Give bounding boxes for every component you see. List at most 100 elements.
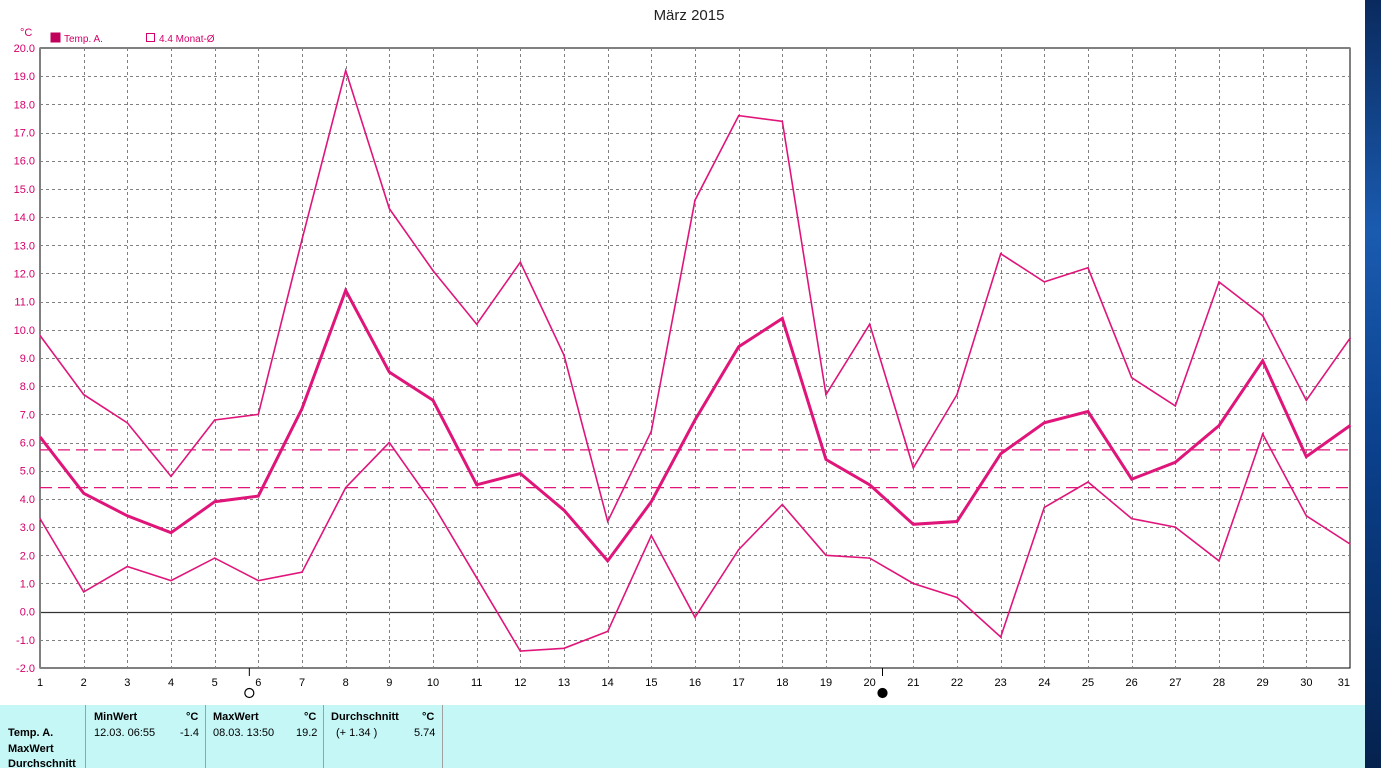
full-moon-icon — [244, 687, 255, 699]
y-tick-label: 9.0 — [20, 353, 35, 365]
y-tick-label: 13.0 — [14, 240, 35, 252]
data-point — [825, 393, 827, 396]
x-tick-label: 28 — [1213, 677, 1225, 689]
x-tick-label: 11 — [471, 677, 482, 689]
x-tick-label: 26 — [1126, 677, 1138, 689]
legend-swatch-temp — [50, 32, 61, 43]
avg-header: Durchschnitt — [331, 711, 399, 723]
data-point — [213, 557, 216, 559]
y-tick-label: 18.0 — [14, 99, 35, 111]
data-point — [126, 515, 129, 517]
data-point — [432, 399, 434, 402]
data-point — [388, 207, 391, 210]
data-point — [1174, 461, 1177, 464]
x-tick-label: 1 — [37, 677, 43, 689]
data-point — [257, 413, 260, 416]
min-datetime: 12.03. 06:55 — [94, 727, 156, 739]
avg-value: 5.74 — [414, 727, 436, 739]
data-point — [257, 579, 260, 582]
reference-lines — [40, 449, 1350, 489]
x-tick-label: 9 — [386, 677, 392, 689]
new-moon-icon — [877, 687, 888, 699]
data-point — [1349, 543, 1351, 545]
data-point — [82, 591, 85, 593]
data-point — [912, 467, 915, 469]
y-tick-label: 11.0 — [14, 297, 35, 309]
data-point — [912, 582, 915, 585]
x-tick-label: 5 — [212, 677, 218, 689]
data-point — [1305, 455, 1308, 458]
x-tick-label: 4 — [168, 677, 174, 689]
data-point — [999, 453, 1002, 455]
data-point — [1087, 410, 1089, 413]
data-point — [1349, 337, 1351, 340]
data-point — [1174, 405, 1177, 407]
data-point — [650, 500, 653, 503]
data-point — [694, 616, 696, 619]
x-tick-label: 12 — [514, 677, 526, 689]
x-tick-label: 23 — [995, 677, 1007, 689]
data-point — [475, 484, 478, 486]
max-unit: °C — [304, 711, 317, 723]
data-point — [519, 472, 522, 475]
x-tick-label: 2 — [81, 677, 87, 689]
data-point — [650, 534, 653, 537]
data-point — [126, 565, 129, 568]
data-point — [1130, 478, 1133, 480]
x-tick-label: 17 — [733, 677, 745, 689]
data-point — [956, 596, 958, 599]
data-point — [1349, 424, 1351, 427]
data-point — [999, 252, 1002, 255]
data-point — [999, 636, 1002, 638]
row-label-max: MaxWert — [8, 743, 54, 755]
moon-phases — [244, 668, 888, 699]
chart: März 2015 °C Temp. A. 4.4 Monat-Ø 20.019… — [14, 7, 1351, 699]
data-point — [694, 199, 696, 201]
data-point — [1174, 526, 1177, 528]
data-point — [82, 492, 85, 495]
x-tick-labels: 1 2 3 4 5 6 7 8 9 10 11 12 13 14 15 16 17 18 19 20 21 22 23 24 2… — [37, 677, 1350, 689]
min-column: MinWert °C 12.03. 06:55 -1.4 — [85, 705, 206, 768]
data-point — [519, 650, 522, 652]
y-tick-label: 15.0 — [14, 184, 35, 196]
y-tick-label: 6.0 — [20, 438, 35, 450]
data-point — [868, 557, 871, 559]
data-point — [1087, 481, 1089, 483]
data-point — [301, 407, 303, 410]
data-point — [475, 577, 478, 579]
data-point — [694, 419, 696, 421]
data-point — [257, 495, 260, 497]
data-point — [956, 520, 958, 523]
y-tick-label: 1.0 — [20, 578, 35, 590]
row-label-avg: Durchschnitt — [8, 758, 76, 770]
y-tick-label: 5.0 — [20, 466, 35, 478]
x-tick-label: 20 — [864, 677, 876, 689]
y-axis-unit: °C — [20, 27, 32, 39]
data-point — [213, 419, 216, 421]
data-point — [1305, 399, 1308, 402]
data-point — [301, 571, 303, 573]
x-tick-label: 13 — [558, 677, 570, 689]
legend-swatch-monthavg — [146, 33, 155, 42]
y-tick-label: 10.0 — [14, 325, 35, 337]
x-tick-label: 29 — [1257, 677, 1269, 689]
y-tick-label: -2.0 — [16, 663, 35, 675]
data-point — [1087, 267, 1089, 269]
y-tick-label: 8.0 — [20, 381, 35, 393]
x-tick-label: 22 — [951, 677, 963, 689]
legend: Temp. A. 4.4 Monat-Ø — [50, 32, 215, 45]
avg-unit: °C — [422, 711, 435, 723]
data-point — [170, 531, 172, 534]
y-tick-label: 7.0 — [20, 409, 35, 421]
row-label-temp: Temp. A. — [8, 727, 54, 739]
data-point — [563, 509, 565, 511]
data-point — [1261, 314, 1264, 317]
data-point — [388, 441, 391, 444]
legend-label-monthavg: 4.4 Monat-Ø — [159, 34, 215, 45]
max-datetime: 08.03. 13:50 — [213, 727, 275, 739]
chart-title: März 2015 — [654, 7, 725, 24]
data-point — [344, 69, 347, 72]
x-tick-label: 30 — [1300, 677, 1312, 689]
data-point — [737, 114, 740, 117]
data-point — [1305, 515, 1308, 517]
